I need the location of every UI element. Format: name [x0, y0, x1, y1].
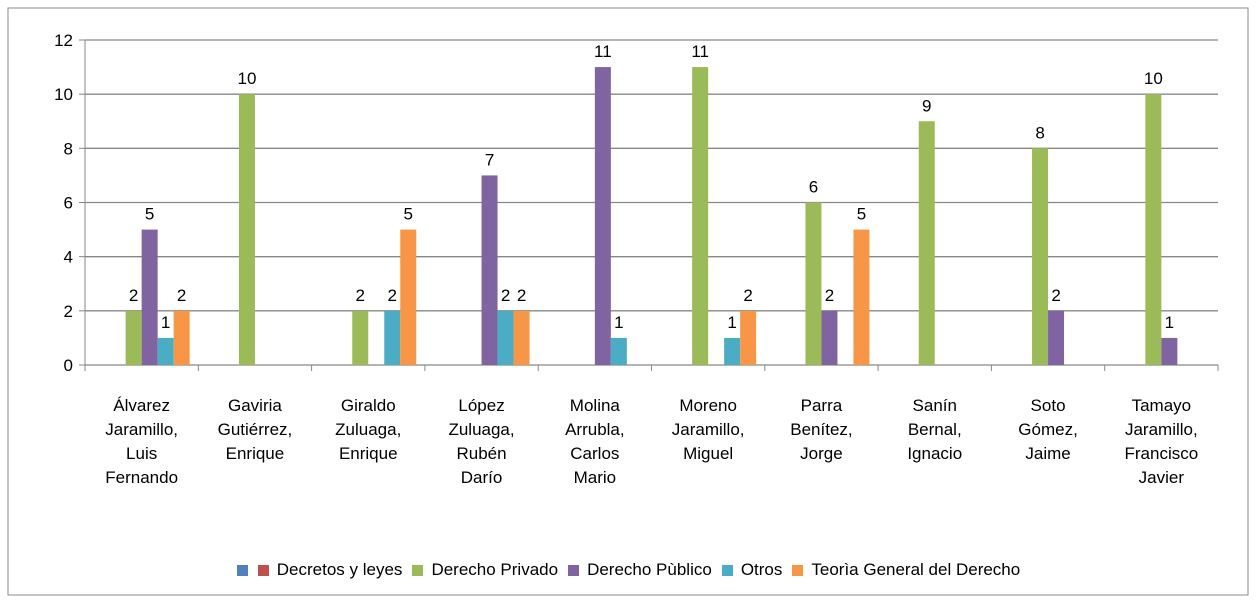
x-tick-label: Álvarez Jaramillo, Luis Fernando [105, 396, 179, 487]
legend-swatch [257, 564, 269, 576]
legend-item: Derecho Privado [412, 560, 558, 580]
data-label: 10 [1144, 69, 1163, 88]
y-tick-label: 4 [64, 248, 73, 267]
bar [1145, 94, 1162, 366]
y-tick-label: 6 [64, 194, 73, 213]
data-label: 7 [485, 150, 494, 169]
x-tick-label: Sanín Bernal, Ignacio [907, 396, 963, 463]
x-tick-label: Parra Benítez, Jorge [790, 396, 853, 463]
chart-border [7, 7, 1249, 596]
data-label: 5 [857, 205, 866, 224]
legend-item: Teorìa General del Derecho [792, 560, 1020, 580]
x-tick-label: Giraldo Zuluaga, Enrique [335, 396, 402, 463]
legend-item: Otros [721, 560, 783, 580]
data-label: 2 [501, 286, 510, 305]
legend-swatch [236, 564, 248, 576]
legend-label: Decretos y leyes [276, 560, 403, 579]
legend-item [236, 564, 248, 576]
data-label: 1 [161, 313, 170, 332]
bar [1161, 337, 1178, 365]
legend-swatch [721, 564, 733, 576]
bar [141, 229, 158, 365]
data-label: 5 [145, 205, 154, 224]
legend-swatch [568, 564, 580, 576]
data-label: 2 [177, 286, 186, 305]
bar [481, 175, 498, 365]
x-tick-label: Moreno Jaramillo, Miguel [671, 396, 745, 463]
data-label: 1 [614, 313, 623, 332]
data-label: 6 [809, 178, 818, 197]
bar [610, 337, 627, 365]
data-label: 10 [237, 69, 256, 88]
bar [400, 229, 417, 365]
bar [497, 310, 514, 365]
bar [821, 310, 838, 365]
data-label: 11 [594, 42, 612, 61]
x-tick-label: Molina Arrubla, Carlos Mario [565, 396, 625, 487]
bar [918, 121, 935, 365]
y-tick-label: 12 [54, 31, 73, 50]
data-label: 1 [727, 313, 736, 332]
data-label: 2 [356, 286, 365, 305]
x-tick-label: Soto Gómez, Jaime [1018, 396, 1078, 463]
legend: Decretos y leyes Derecho Privado Derecho P… [0, 560, 1257, 580]
legend-label: Otros [740, 560, 783, 579]
data-label: 2 [517, 286, 526, 305]
y-tick-label: 8 [64, 139, 73, 158]
bar [805, 202, 822, 365]
x-tick-label: Tamayo Jaramillo, Francisco Javier [1124, 396, 1199, 487]
data-label: 2 [129, 286, 138, 305]
bar [173, 310, 190, 365]
bar [384, 310, 401, 365]
data-label: 1 [1165, 313, 1174, 332]
legend-label: Derecho Privado [431, 560, 559, 579]
x-tick-label: Gaviria Gutiérrez, Enrique [217, 396, 293, 463]
legend-label: Teorìa General del Derecho [811, 560, 1021, 579]
legend-swatch [412, 564, 424, 576]
data-label: 8 [1035, 123, 1044, 142]
bar [594, 67, 611, 365]
bar [157, 337, 174, 365]
data-label: 5 [404, 205, 413, 224]
legend-item: Decretos y leyes [257, 560, 403, 580]
bar [238, 94, 255, 366]
bar [125, 310, 142, 365]
data-label: 2 [1051, 286, 1060, 305]
data-label: 2 [388, 286, 397, 305]
bar [352, 310, 369, 365]
y-tick-label: 2 [64, 302, 73, 321]
bar [1048, 310, 1065, 365]
data-label: 2 [743, 286, 752, 305]
y-tick-label: 0 [64, 356, 73, 375]
bar [740, 310, 757, 365]
legend-label: Derecho Pùblico [587, 560, 712, 579]
bar [853, 229, 870, 365]
bar [692, 67, 709, 365]
legend-item: Derecho Pùblico [568, 560, 712, 580]
legend-swatch [792, 564, 804, 576]
x-tick-label: López Zuluaga, Rubén Darío [448, 396, 515, 487]
data-label: 9 [922, 96, 931, 115]
y-tick-label: 10 [54, 85, 73, 104]
bar [724, 337, 741, 365]
bar [1032, 148, 1049, 365]
data-label: 11 [691, 42, 709, 61]
data-label: 2 [825, 286, 834, 305]
bar [513, 310, 530, 365]
